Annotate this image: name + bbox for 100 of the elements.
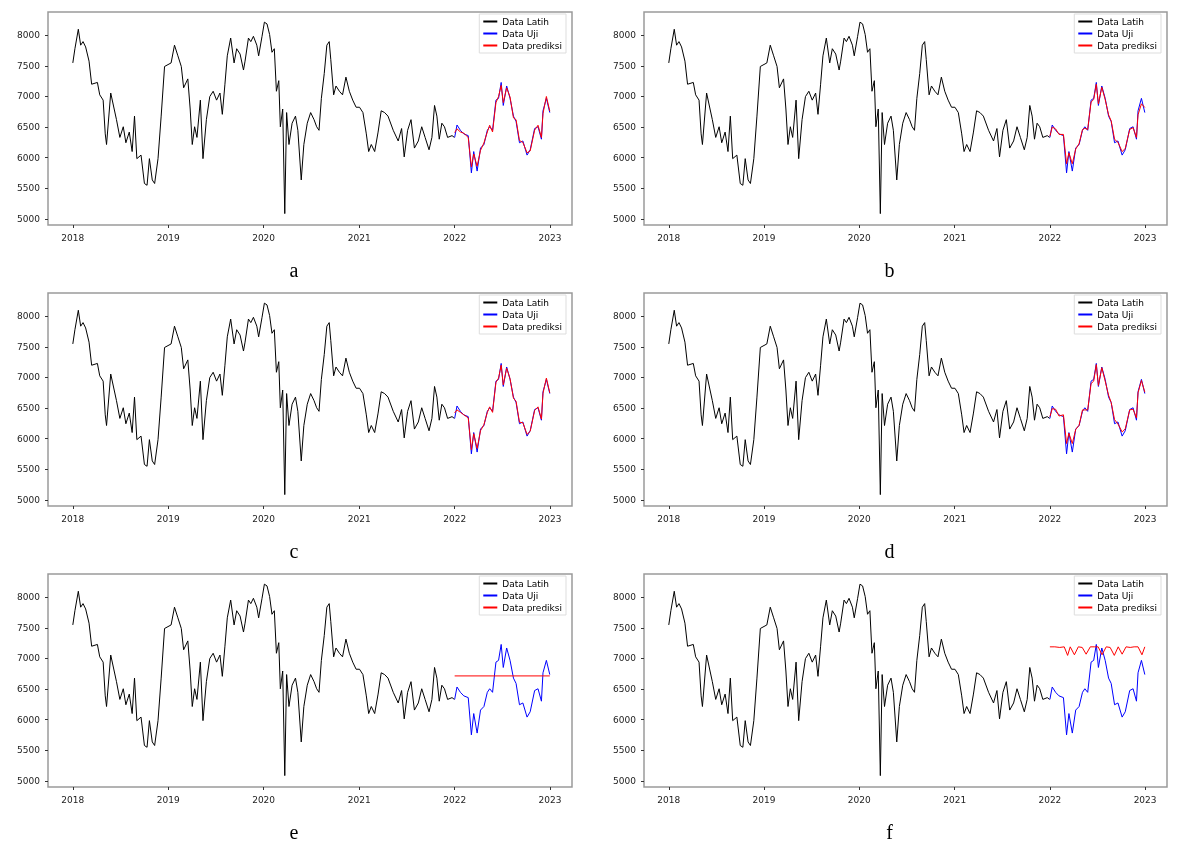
y-tick-label: 5500 [17, 183, 41, 194]
x-tick-label: 2020 [847, 794, 871, 805]
x-tick-label: 2023 [538, 794, 562, 805]
text: e [289, 821, 299, 843]
legend-label: Data prediksi [1097, 602, 1157, 613]
y-tick-label: 8000 [17, 311, 41, 322]
legend-label: Data Latih [502, 578, 549, 589]
y-tick-label: 5000 [17, 494, 41, 505]
x-tick-label: 2021 [943, 513, 967, 524]
text: b [884, 259, 895, 281]
y-tick-label: 7500 [17, 622, 41, 633]
x-tick-label: 2020 [252, 794, 276, 805]
y-tick-label: 5000 [17, 213, 41, 224]
legend-label: Data Uji [1097, 309, 1134, 320]
x-tick-label: 2019 [156, 232, 180, 243]
y-tick-label: 8000 [613, 311, 637, 322]
x-tick-label: 2022 [1038, 794, 1062, 805]
x-tick-label: 2019 [156, 794, 180, 805]
y-tick-label: 6500 [17, 684, 41, 695]
legend-label: Data prediksi [502, 602, 562, 613]
y-tick-label: 6000 [17, 152, 41, 163]
x-tick-label: 2022 [1038, 232, 1062, 243]
line-series [668, 21, 1051, 215]
text: c [289, 540, 299, 562]
x-tick-label: 2019 [752, 232, 776, 243]
text: f [886, 821, 894, 843]
y-tick-label: 8000 [613, 592, 637, 603]
y-tick-label: 5000 [613, 775, 637, 786]
x-tick-label: 2023 [538, 513, 562, 524]
legend-label: Data Latih [1097, 297, 1144, 308]
y-tick-label: 6000 [17, 433, 41, 444]
legend-label: Data Uji [1097, 28, 1134, 39]
y-tick-label: 7500 [613, 622, 637, 633]
x-tick-label: 2023 [1133, 232, 1157, 243]
x-tick-label: 2018 [657, 232, 681, 243]
x-tick-label: 2020 [252, 232, 276, 243]
y-tick-label: 7000 [17, 91, 41, 102]
y-tick-label: 7000 [17, 653, 41, 664]
x-tick-label: 2022 [443, 232, 467, 243]
legend-label: Data Latih [1097, 578, 1144, 589]
y-tick-label: 6500 [613, 403, 637, 414]
line-series [72, 302, 455, 496]
y-tick-label: 6000 [613, 152, 637, 163]
legend-label: Data Latih [502, 16, 549, 27]
line-series [72, 21, 455, 215]
x-tick-label: 2018 [657, 794, 681, 805]
line-series [1049, 643, 1146, 736]
x-tick-label: 2022 [443, 513, 467, 524]
legend-label: Data Uji [502, 590, 539, 601]
y-tick-label: 7500 [613, 60, 637, 71]
y-tick-label: 5000 [613, 213, 637, 224]
y-tick-label: 8000 [613, 30, 637, 41]
x-tick-label: 2021 [943, 232, 967, 243]
line-series [72, 583, 455, 777]
y-tick-label: 5500 [613, 745, 637, 756]
y-tick-label: 5000 [613, 494, 637, 505]
y-tick-label: 5500 [613, 183, 637, 194]
y-tick-label: 7000 [613, 653, 637, 664]
y-tick-label: 5500 [17, 464, 41, 475]
x-tick-label: 2020 [847, 232, 871, 243]
legend-label: Data Latih [1097, 16, 1144, 27]
x-tick-label: 2019 [156, 513, 180, 524]
line-series [454, 643, 551, 736]
x-tick-label: 2023 [538, 232, 562, 243]
y-tick-label: 7000 [613, 91, 637, 102]
legend-label: Data Latih [502, 297, 549, 308]
x-tick-label: 2018 [61, 513, 85, 524]
y-tick-label: 6500 [17, 403, 41, 414]
legend-label: Data prediksi [1097, 321, 1157, 332]
y-tick-label: 5000 [17, 775, 41, 786]
line-series [1049, 646, 1146, 656]
y-tick-label: 5500 [613, 464, 637, 475]
legend-label: Data prediksi [1097, 40, 1157, 51]
y-tick-label: 8000 [17, 592, 41, 603]
x-tick-label: 2018 [657, 513, 681, 524]
x-tick-label: 2019 [752, 513, 776, 524]
x-tick-label: 2023 [1133, 794, 1157, 805]
legend-label: Data Uji [502, 28, 539, 39]
y-tick-label: 7500 [17, 341, 41, 352]
y-tick-label: 8000 [17, 30, 41, 41]
legend-label: Data prediksi [502, 40, 562, 51]
y-tick-label: 7000 [17, 372, 41, 383]
y-tick-label: 6500 [613, 122, 637, 133]
y-tick-label: 7500 [613, 341, 637, 352]
x-tick-label: 2021 [347, 513, 371, 524]
x-tick-label: 2021 [347, 794, 371, 805]
legend-label: Data prediksi [502, 321, 562, 332]
x-tick-label: 2018 [61, 794, 85, 805]
text: d [884, 540, 895, 562]
x-tick-label: 2022 [1038, 513, 1062, 524]
y-tick-label: 6500 [613, 684, 637, 695]
y-tick-label: 7500 [17, 60, 41, 71]
x-tick-label: 2023 [1133, 513, 1157, 524]
legend-label: Data Uji [502, 309, 539, 320]
y-tick-label: 6000 [613, 433, 637, 444]
y-tick-label: 6500 [17, 122, 41, 133]
line-series [668, 302, 1051, 496]
y-tick-label: 5500 [17, 745, 41, 756]
x-tick-label: 2020 [252, 513, 276, 524]
x-tick-label: 2022 [443, 794, 467, 805]
